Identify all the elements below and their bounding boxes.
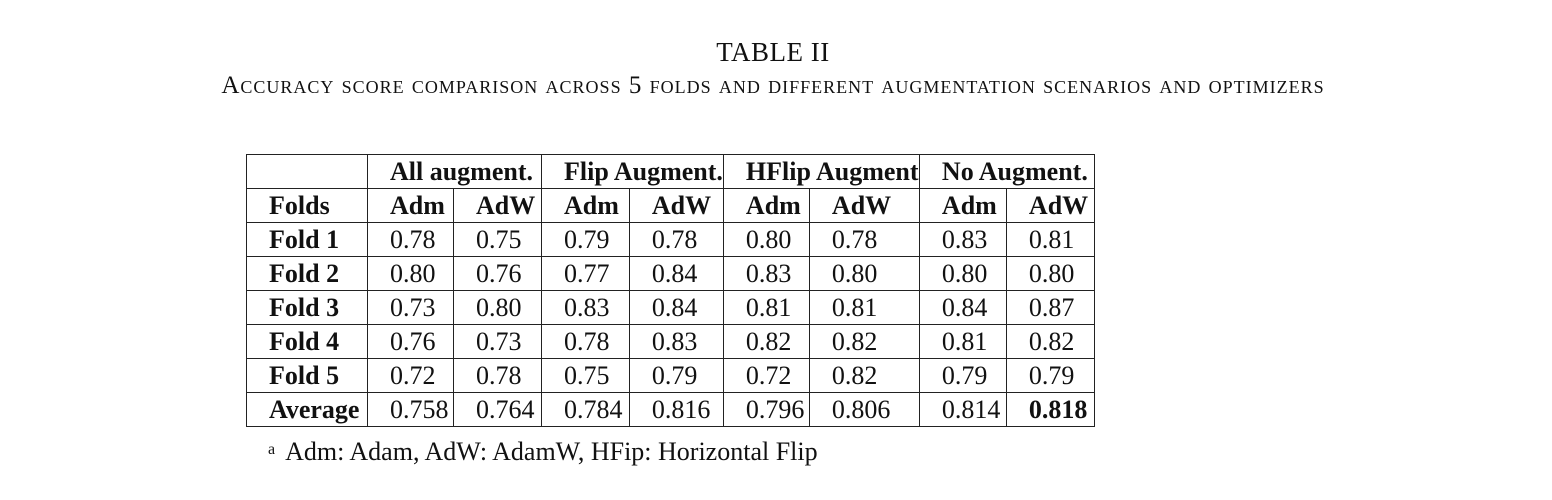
table-row: Fold 4 0.76 0.73 0.78 0.83 0.82 0.82 0.81 0.82 — [246, 324, 1095, 359]
accuracy-cell: 0.79 — [918, 358, 1007, 393]
accuracy-cell: 0.84 — [918, 290, 1007, 325]
accuracy-cell: 0.806 — [808, 392, 920, 427]
accuracy-cell: 0.84 — [628, 256, 724, 291]
table-row: Fold 1 0.78 0.75 0.79 0.78 0.80 0.78 0.83 0.81 — [246, 222, 1095, 257]
accuracy-cell: 0.73 — [453, 324, 542, 359]
sub-header-row: Folds Adm AdW Adm AdW Adm AdW Adm AdW — [246, 188, 1095, 223]
accuracy-cell: 0.80 — [453, 290, 542, 325]
accuracy-cell: 0.78 — [808, 222, 920, 257]
fold-label: Fold 1 — [246, 222, 368, 257]
optimizer-header: AdW — [808, 188, 920, 223]
table-footnote: a Adm: Adam, AdW: AdamW, HFip: Horizontal… — [268, 436, 818, 468]
accuracy-cell: 0.77 — [541, 256, 630, 291]
accuracy-cell: 0.72 — [367, 358, 454, 393]
accuracy-cell: 0.76 — [453, 256, 542, 291]
table-row: Average 0.758 0.764 0.784 0.816 0.796 0.806 0.8… — [246, 392, 1095, 427]
table-row: Fold 5 0.72 0.78 0.75 0.79 0.72 0.82 0.79 0.79 — [246, 358, 1095, 393]
fold-label: Fold 3 — [246, 290, 368, 325]
accuracy-cell: 0.78 — [628, 222, 724, 257]
accuracy-cell: 0.80 — [1005, 256, 1095, 291]
fold-label: Fold 5 — [246, 358, 368, 393]
optimizer-header: Adm — [367, 188, 454, 223]
accuracy-cell: 0.82 — [722, 324, 810, 359]
accuracy-cell: 0.81 — [918, 324, 1007, 359]
fold-label: Fold 4 — [246, 324, 368, 359]
accuracy-cell: 0.82 — [1005, 324, 1095, 359]
table-caption: Accuracy score comparison across 5 folds… — [221, 72, 1325, 99]
accuracy-cell: 0.72 — [722, 358, 810, 393]
table-row: Fold 3 0.73 0.80 0.83 0.84 0.81 0.81 0.84 0.87 — [246, 290, 1095, 325]
fold-label: Fold 2 — [246, 256, 368, 291]
accuracy-cell: 0.80 — [808, 256, 920, 291]
accuracy-cell: 0.83 — [722, 256, 810, 291]
optimizer-header: AdW — [453, 188, 542, 223]
accuracy-cell: 0.816 — [628, 392, 724, 427]
accuracy-cell: 0.78 — [367, 222, 454, 257]
accuracy-cell: 0.82 — [808, 358, 920, 393]
accuracy-cell: 0.80 — [918, 256, 1007, 291]
accuracy-cell: 0.73 — [367, 290, 454, 325]
accuracy-cell: 0.764 — [453, 392, 542, 427]
accuracy-cell: 0.796 — [722, 392, 810, 427]
accuracy-cell: 0.83 — [628, 324, 724, 359]
accuracy-cell: 0.78 — [453, 358, 542, 393]
optimizer-header: AdW — [628, 188, 724, 223]
accuracy-cell: 0.87 — [1005, 290, 1095, 325]
group-header: No Augment. — [918, 154, 1095, 189]
accuracy-cell: 0.80 — [722, 222, 810, 257]
optimizer-header: Adm — [541, 188, 630, 223]
footnote-text: Adm: Adam, AdW: AdamW, HFip: Horizontal … — [285, 437, 818, 466]
optimizer-header: Adm — [722, 188, 810, 223]
footnote-marker: a — [268, 441, 276, 458]
fold-label: Average — [246, 392, 368, 427]
table-row: Fold 2 0.80 0.76 0.77 0.84 0.83 0.80 0.80 0.80 — [246, 256, 1095, 291]
table-number: TABLE II — [716, 37, 830, 67]
group-header: HFlip Augment — [722, 154, 920, 189]
optimizer-header: AdW — [1005, 188, 1095, 223]
optimizer-header: Adm — [918, 188, 1007, 223]
corner-cell — [246, 154, 368, 189]
accuracy-cell: 0.81 — [808, 290, 920, 325]
accuracy-cell: 0.84 — [628, 290, 724, 325]
folds-header: Folds — [246, 188, 368, 223]
accuracy-cell: 0.814 — [918, 392, 1007, 427]
accuracy-cell: 0.81 — [722, 290, 810, 325]
accuracy-cell: 0.80 — [367, 256, 454, 291]
accuracy-cell: 0.75 — [453, 222, 542, 257]
accuracy-cell: 0.76 — [367, 324, 454, 359]
results-table: All augment. Flip Augment. HFlip Augment… — [246, 154, 1095, 427]
accuracy-cell: 0.784 — [541, 392, 630, 427]
accuracy-cell: 0.75 — [541, 358, 630, 393]
accuracy-cell: 0.79 — [1005, 358, 1095, 393]
group-header: All augment. — [367, 154, 542, 189]
accuracy-cell: 0.758 — [367, 392, 454, 427]
accuracy-cell: 0.82 — [808, 324, 920, 359]
group-header: Flip Augment. — [541, 154, 724, 189]
accuracy-cell: 0.83 — [541, 290, 630, 325]
accuracy-cell: 0.818 — [1005, 392, 1095, 427]
accuracy-cell: 0.78 — [541, 324, 630, 359]
accuracy-cell: 0.79 — [541, 222, 630, 257]
accuracy-cell: 0.79 — [628, 358, 724, 393]
accuracy-cell: 0.83 — [918, 222, 1007, 257]
accuracy-cell: 0.81 — [1005, 222, 1095, 257]
group-header-row: All augment. Flip Augment. HFlip Augment… — [246, 154, 1095, 189]
